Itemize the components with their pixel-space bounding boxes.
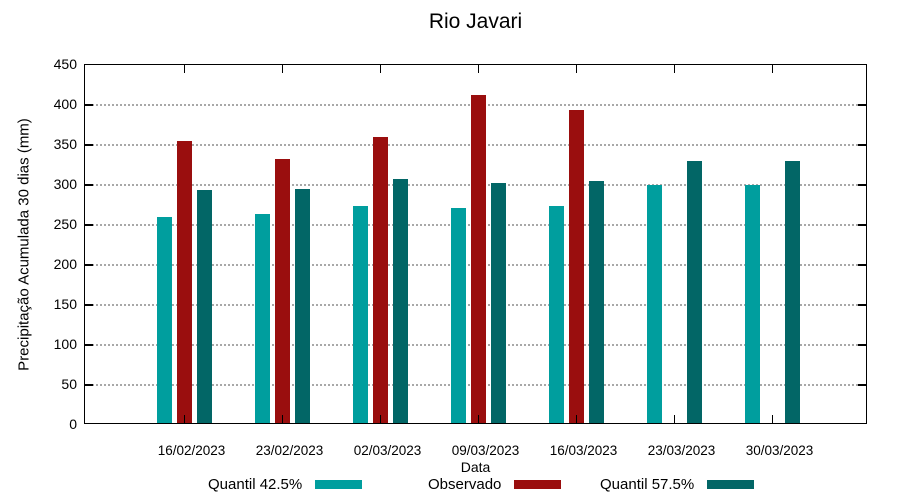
y-tick-mark [85, 144, 93, 146]
bar-observado [275, 159, 290, 423]
y-tick-mark [85, 264, 93, 266]
x-tick-mark [771, 415, 774, 423]
y-tick-label: 300 [53, 175, 77, 192]
y-tick-mark [85, 304, 93, 306]
bar-quantil-57-5- [491, 183, 506, 423]
legend-item-quantil-425: Quantil 42.5% [208, 475, 363, 493]
y-tick-label: 50 [61, 375, 77, 392]
y-tick-label: 150 [53, 295, 77, 312]
bar-observado [373, 136, 388, 423]
x-tick-label: 16/03/2023 [549, 443, 618, 458]
x-tick-mark [281, 415, 284, 423]
bar-quantil-42-5- [745, 185, 760, 423]
bar-quantil-57-5- [589, 180, 604, 423]
bar-observado [471, 95, 486, 423]
x-tick-label: 09/03/2023 [451, 443, 520, 458]
x-tick-label: 16/02/2023 [157, 443, 226, 458]
y-tick-mark [85, 224, 93, 226]
y-tick-mark [858, 224, 866, 226]
legend-swatch [514, 479, 562, 489]
legend-item-quantil-575: Quantil 57.5% [600, 475, 755, 493]
bar-quantil-42-5- [647, 185, 662, 423]
y-tick-label: 250 [53, 215, 77, 232]
x-tick-label: 23/03/2023 [647, 443, 716, 458]
x-tick-mark [575, 65, 578, 73]
y-tick-label: 400 [53, 95, 77, 112]
y-tick-mark [85, 184, 93, 186]
bar-quantil-42-5- [353, 206, 368, 423]
bar-quantil-57-5- [295, 189, 310, 423]
x-tick-mark [673, 65, 676, 73]
y-tick-label: 0 [69, 415, 77, 432]
bar-quantil-57-5- [687, 161, 702, 423]
bar-quantil-42-5- [451, 207, 466, 423]
y-tick-label: 200 [53, 255, 77, 272]
x-tick-mark [575, 415, 578, 423]
bar-quantil-42-5- [157, 216, 172, 423]
legend-label: Observado [428, 475, 502, 493]
x-tick-mark [477, 415, 480, 423]
legend-swatch [315, 479, 363, 489]
y-tick-mark [85, 104, 93, 106]
x-tick-mark [771, 65, 774, 73]
y-tick-label: 350 [53, 135, 77, 152]
legend-item-observado: Observado [428, 475, 562, 493]
legend-swatch [707, 479, 755, 489]
x-tick-label: 02/03/2023 [353, 443, 422, 458]
y-tick-label: 100 [53, 335, 77, 352]
plot-area [84, 64, 867, 424]
y-tick-mark [858, 304, 866, 306]
x-tick-mark [379, 415, 382, 423]
bar-quantil-42-5- [255, 214, 270, 423]
y-tick-mark [85, 344, 93, 346]
x-tick-mark [281, 65, 284, 73]
chart-legend: Quantil 42.5% Observado Quantil 57.5% [0, 475, 900, 495]
y-tick-mark [858, 264, 866, 266]
bar-quantil-57-5- [393, 179, 408, 423]
y-tick-mark [858, 384, 866, 386]
y-tick-mark [858, 144, 866, 146]
x-tick-mark [183, 65, 186, 73]
x-tick-mark [183, 415, 186, 423]
legend-label: Quantil 42.5% [208, 475, 303, 493]
legend-label: Quantil 57.5% [600, 475, 695, 493]
bar-quantil-42-5- [549, 206, 564, 423]
y-tick-mark [858, 104, 866, 106]
x-tick-label: 23/02/2023 [255, 443, 324, 458]
bar-quantil-57-5- [785, 161, 800, 423]
bar-observado [569, 110, 584, 423]
y-tick-mark [858, 344, 866, 346]
y-tick-label: 450 [53, 55, 77, 72]
x-axis-label: Data [460, 459, 491, 475]
y-tick-mark [85, 384, 93, 386]
x-tick-mark [477, 65, 480, 73]
bar-observado [177, 141, 192, 423]
bar-quantil-57-5- [197, 190, 212, 423]
x-tick-mark [673, 415, 676, 423]
x-tick-mark [379, 65, 382, 73]
y-tick-mark [858, 184, 866, 186]
chart-title: Rio Javari [428, 10, 523, 33]
x-tick-label: 30/03/2023 [745, 443, 814, 458]
